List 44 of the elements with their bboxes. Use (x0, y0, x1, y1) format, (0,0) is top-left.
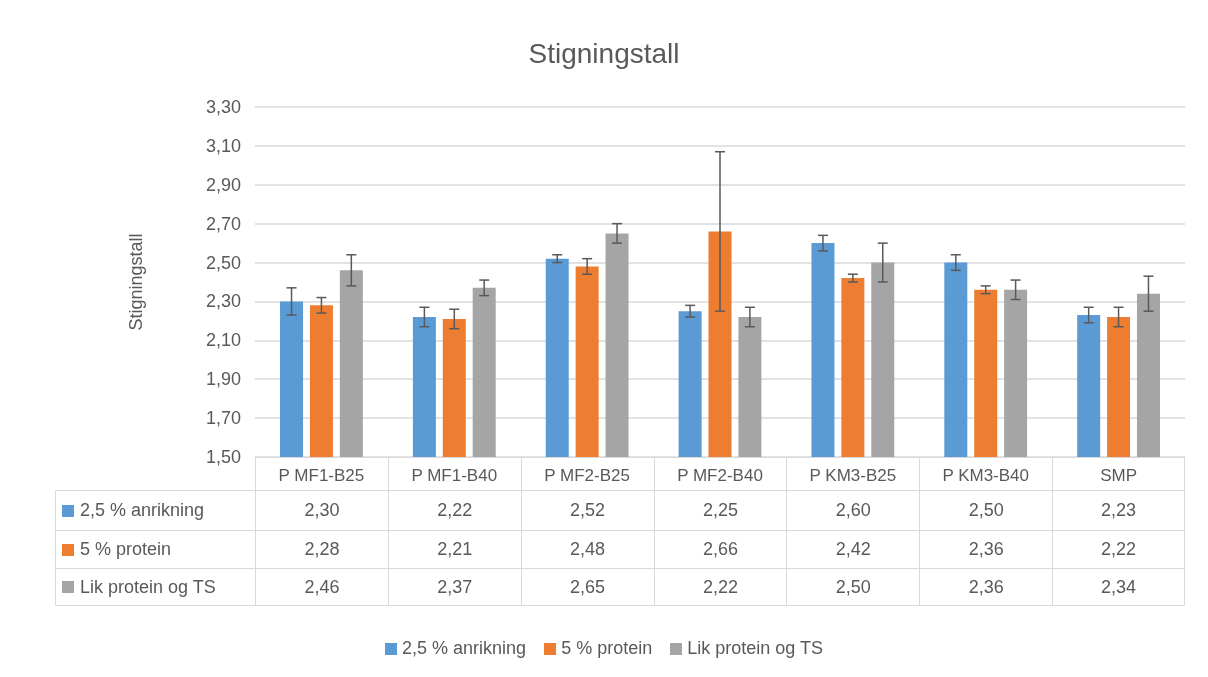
y-tick-label: 2,70 (205, 213, 241, 234)
data-label: 2,22 (653, 568, 787, 606)
chart-title: Stigningstall (528, 37, 680, 69)
y-tick-label: 3,30 (205, 97, 241, 117)
data-label: 2,22 (1052, 530, 1185, 568)
data-label: 2,22 (387, 490, 521, 530)
x-tick-label: P KM3-B40 (942, 466, 1030, 485)
legend-label: 2,5 % anrikning (80, 500, 205, 521)
data-label: 2,65 (520, 568, 654, 606)
x-tick-label: P KM3-B25 (809, 466, 897, 485)
x-tick-label: P MF1-B40 (411, 466, 498, 485)
y-tick-label: 2,10 (205, 330, 241, 351)
legend-label: 5 % protein (80, 539, 172, 560)
data-label: 2,42 (786, 530, 920, 568)
x-tick-label: P MF1-B25 (278, 466, 365, 485)
x-tick-label: P MF2-B40 (677, 466, 763, 485)
legend: 2,5 % anrikning 5 % protein Lik protein og TS (0, 638, 1208, 659)
data-label: 2,50 (919, 490, 1053, 530)
y-tick-label: 2,50 (205, 252, 241, 273)
data-label: 2,25 (653, 490, 787, 530)
x-tick-label: P MF2-B25 (544, 466, 630, 485)
data-label: 2,36 (919, 568, 1053, 606)
y-tick-label: 1,70 (205, 408, 241, 429)
y-tick-label: 3,10 (205, 135, 241, 156)
x-tick-label: SMP (1100, 466, 1137, 485)
data-label: 2,60 (786, 490, 920, 530)
data-label: 2,46 (255, 568, 388, 606)
data-label: 2,36 (919, 530, 1053, 568)
y-tick-label: 2,90 (205, 174, 241, 195)
legend-label: Lik protein og TS (80, 576, 216, 598)
data-label: 2,28 (255, 530, 388, 568)
data-label: 2,37 (387, 568, 521, 606)
data-label: 2,23 (1052, 490, 1185, 530)
data-label: 2,34 (1052, 568, 1185, 606)
data-label: 2,52 (520, 490, 654, 530)
data-label: 2,30 (255, 490, 388, 530)
y-tick-label: 1,90 (205, 369, 241, 390)
y-tick-label: 1,50 (205, 447, 241, 467)
data-label: 2,21 (387, 530, 521, 568)
data-label: 2,50 (786, 568, 920, 606)
data-label: 2,66 (653, 530, 787, 568)
y-axis-title: Stigningstall (126, 233, 146, 331)
data-label: 2,48 (520, 530, 654, 568)
y-tick-label: 2,30 (205, 291, 241, 312)
